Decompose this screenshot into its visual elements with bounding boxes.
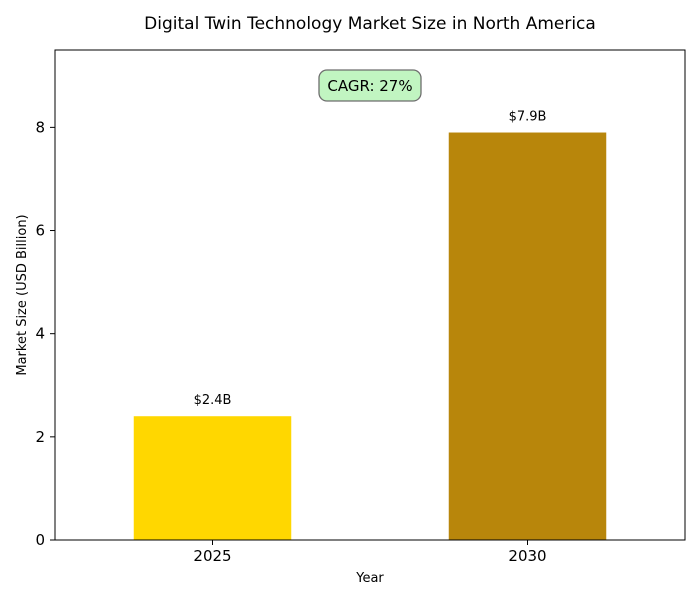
- plot-frame: [54, 49, 686, 541]
- value-labels-layer: $2.4B $7.9B: [194, 110, 547, 409]
- cagr-annotation-box: [318, 69, 422, 102]
- value-label-2025: $2.4B: [194, 393, 232, 408]
- y-tick-label-0: 0: [35, 531, 45, 549]
- x-tick-label-2025: 2025: [193, 547, 231, 565]
- y-axis-label: Market Size (USD Billion): [15, 214, 30, 375]
- bar-2030: [448, 132, 607, 541]
- bars-layer: [133, 132, 607, 541]
- chart-title: Digital Twin Technology Market Size in N…: [144, 14, 596, 34]
- y-tick-label-8: 8: [35, 118, 45, 136]
- x-axis-label: Year: [355, 571, 384, 586]
- x-tick-label-2030: 2030: [508, 547, 546, 565]
- cagr-annotation: CAGR: 27%: [318, 69, 422, 102]
- y-tick-label-6: 6: [35, 222, 45, 240]
- value-label-2030: $7.9B: [509, 110, 547, 125]
- x-axis-ticks: 2025 2030: [193, 540, 547, 565]
- bar-2025: [133, 416, 292, 540]
- y-tick-label-4: 4: [35, 325, 45, 343]
- cagr-annotation-text: CAGR: 27%: [327, 77, 412, 95]
- y-tick-label-2: 2: [35, 428, 45, 446]
- y-axis-ticks: 0 2 4 6 8: [35, 118, 55, 549]
